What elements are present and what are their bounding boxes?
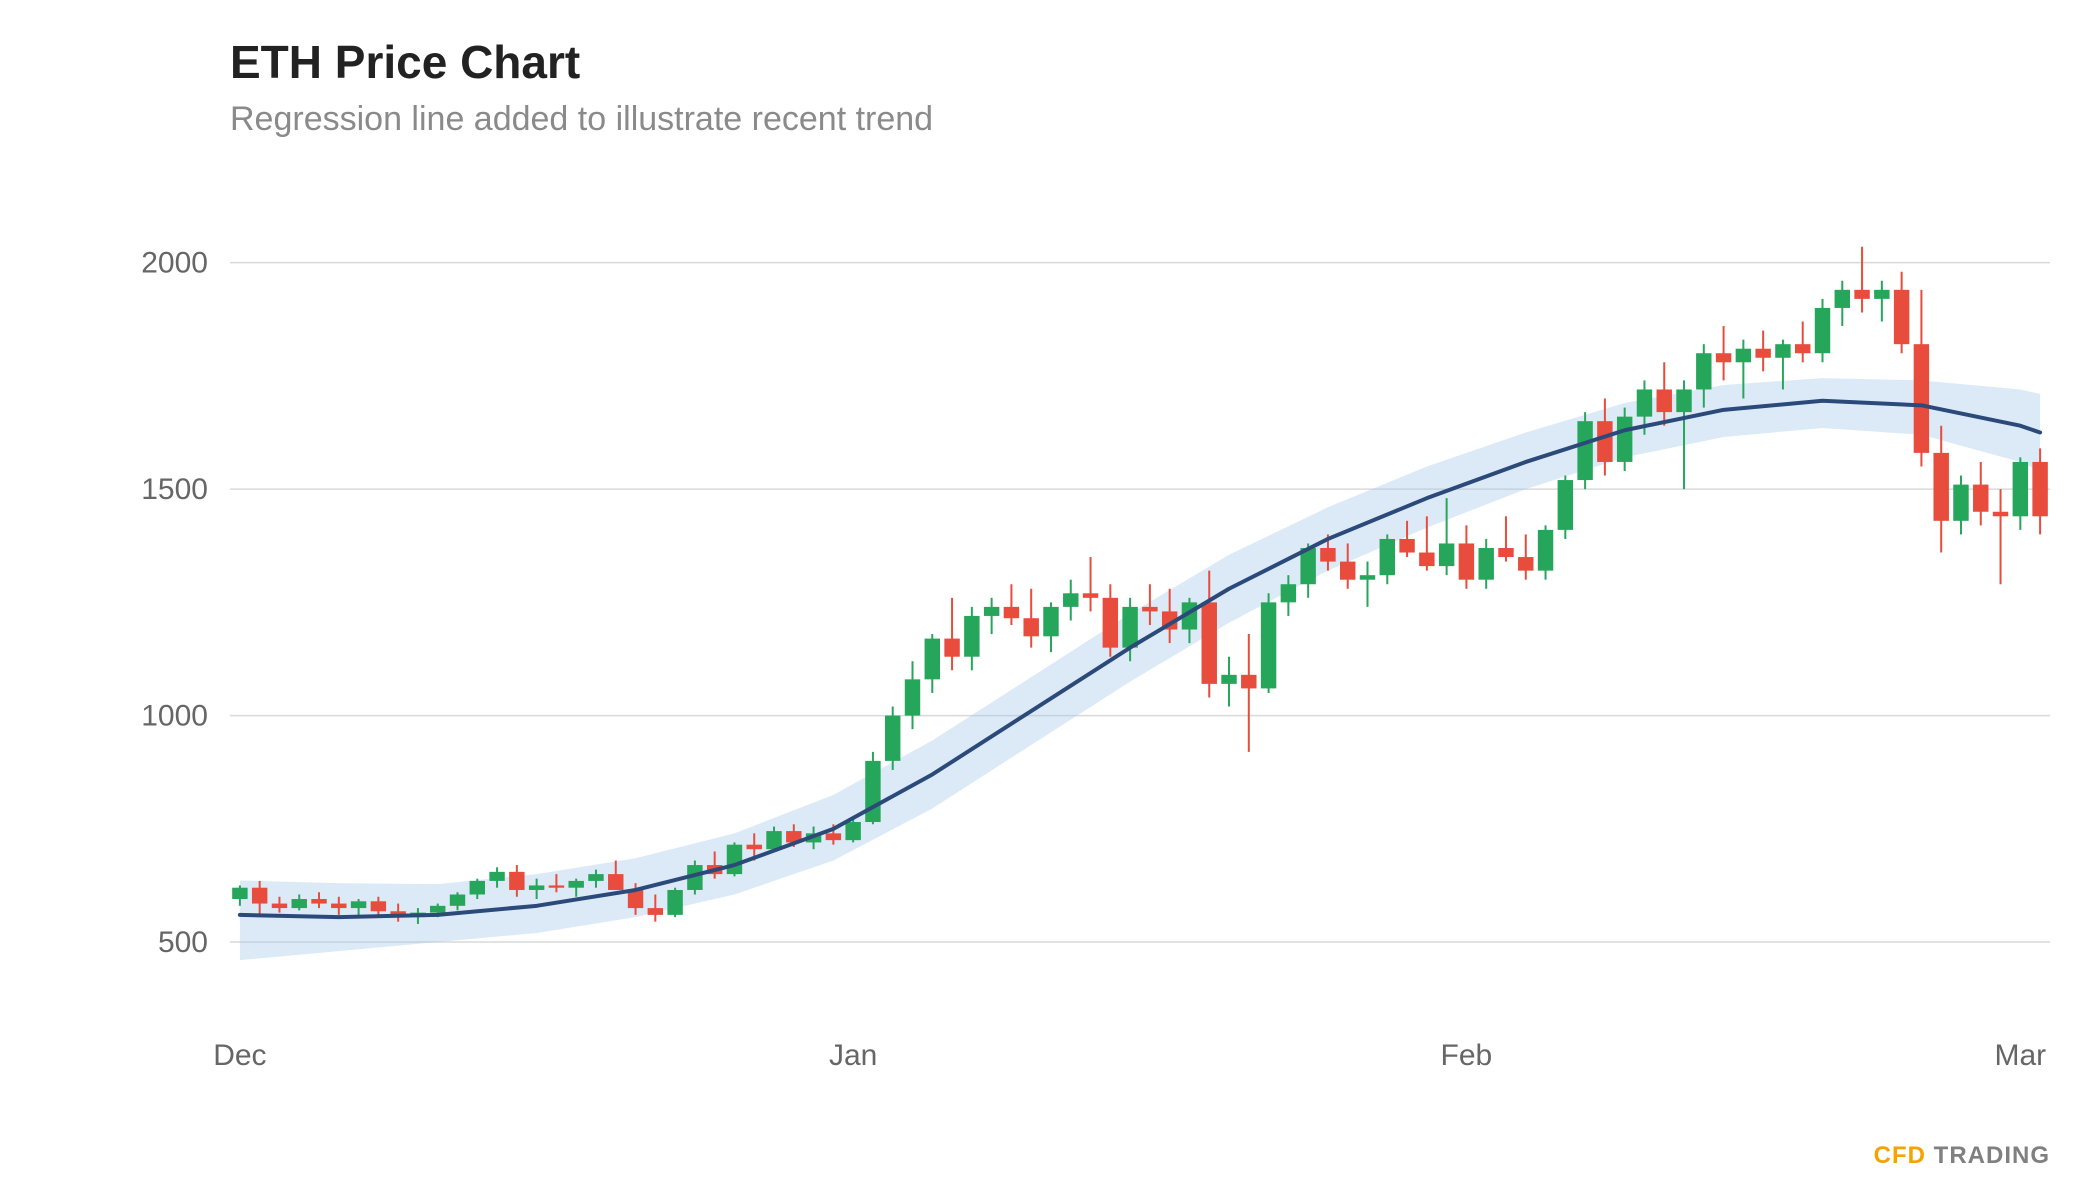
candle-body [747,845,762,850]
candle-body [1597,421,1612,462]
candle-body [1676,389,1691,412]
candle-body [1854,290,1869,299]
candle-body [1004,607,1019,618]
x-tick-label: Feb [1441,1039,1493,1072]
candle-body [1755,349,1770,358]
candle-body [1617,417,1632,462]
y-tick-label: 2000 [141,247,208,280]
candle-body [826,833,841,840]
candle-body [331,904,346,909]
candle-body [1637,389,1652,416]
watermark-part1: CFD [1874,1142,1926,1169]
y-tick-label: 500 [158,926,208,959]
candle-body [1419,553,1434,567]
candle-body [1518,557,1533,571]
candle-body [1103,598,1118,648]
candle-body [1914,344,1929,453]
candle-body [984,607,999,616]
candle-body [1023,618,1038,636]
candle-body [1241,675,1256,689]
candle-body [1815,308,1830,353]
candle-body [272,904,287,909]
candle-body [1835,290,1850,308]
price-chart: 500 1000 1500 2000 Dec Jan Feb Mar [0,0,2100,1200]
candle-body [351,901,366,908]
x-tick-label: Jan [829,1039,877,1072]
candle-body [1953,485,1968,521]
candle-body [1558,480,1573,530]
candle-body [1973,485,1988,512]
x-tick-label: Mar [1994,1039,2046,1072]
candle-body [885,716,900,761]
candle-body [1439,543,1454,566]
y-tick-label: 1500 [141,473,208,506]
candle-body [1122,607,1137,648]
candle-body [292,899,307,908]
candle-body [964,616,979,657]
candle-body [1281,584,1296,602]
x-tick-label: Dec [213,1039,266,1072]
candle-body [1696,353,1711,389]
candle-body [371,901,386,911]
candle-body [1380,539,1395,575]
candle-body [1063,593,1078,607]
candle-body [905,679,920,715]
candle-body [1399,539,1414,553]
candle-body [944,639,959,657]
candle-body [925,639,940,680]
candle-body [2032,462,2047,516]
candle-body [1716,353,1731,362]
candle-body [470,881,485,895]
candle-body [1083,593,1098,598]
candle-body [430,906,445,913]
candle-body [549,885,564,887]
candle-body [1933,453,1948,521]
candle-body [1993,512,2008,517]
candle-body [1795,344,1810,353]
candle-body [608,874,623,890]
candle-body [727,845,742,874]
candle-body [1221,675,1236,684]
candle-body [509,872,524,890]
candle-body [489,872,504,881]
y-tick-label: 1000 [141,700,208,733]
candle-body [252,888,267,904]
candle-body [648,908,663,915]
candle-body [1775,344,1790,358]
candle-body [2013,462,2028,516]
candle-body [568,881,583,888]
candle-body [1142,607,1157,612]
candle-body [1577,421,1592,480]
candle-body [1894,290,1909,344]
candle-body [1874,290,1889,299]
candle-body [529,885,544,890]
candle-body [1498,548,1513,557]
candle-body [450,895,465,906]
watermark-part2: TRADING [1926,1142,2050,1169]
candle-body [1261,602,1276,688]
candle-body [1360,575,1375,580]
candle-body [1043,607,1058,636]
candle-body [865,761,880,822]
candle-body [1320,548,1335,562]
watermark-logo: CFD TRADING [1874,1142,2050,1170]
candle-body [667,890,682,915]
candle-body [1202,602,1217,684]
candle-body [1736,349,1751,363]
candle-body [588,874,603,881]
candle-body [1538,530,1553,571]
candle-body [845,822,860,840]
candle-body [1478,548,1493,580]
candle-body [1459,543,1474,579]
candle-body [311,899,326,904]
candle-body [232,888,247,899]
candle-body [1657,389,1672,412]
candle-body [1340,562,1355,580]
